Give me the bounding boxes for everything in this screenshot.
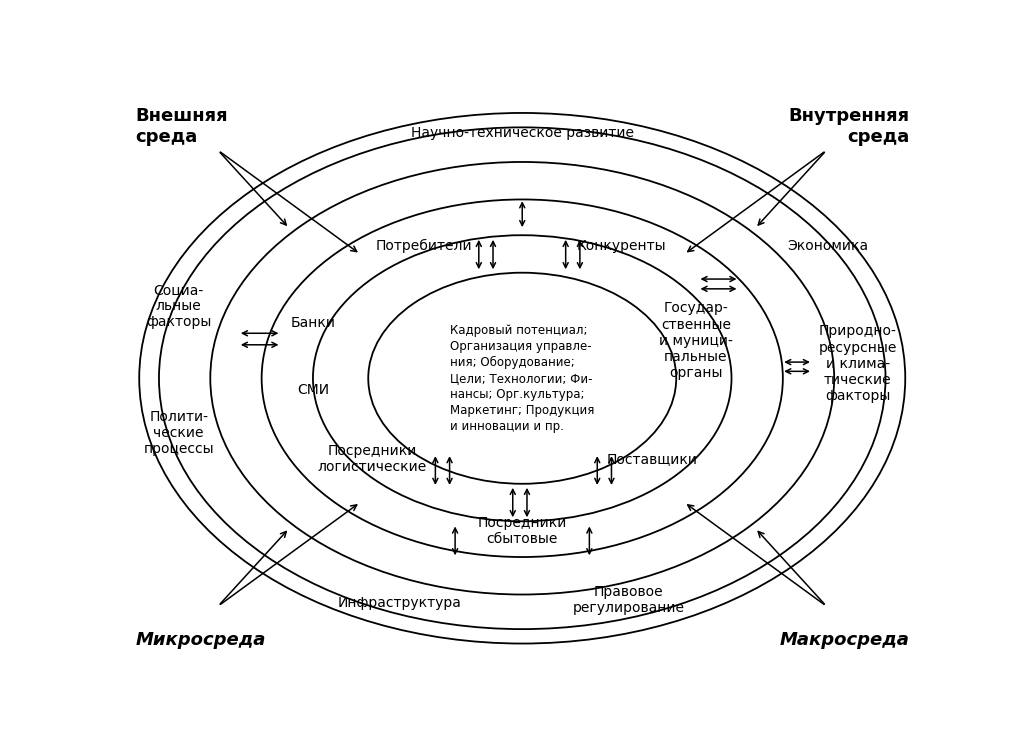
Text: Социа-
льные
факторы: Социа- льные факторы (146, 283, 211, 330)
Text: Конкуренты: Конкуренты (576, 239, 665, 252)
Text: Инфраструктура: Инфраструктура (338, 596, 462, 610)
Text: Государ-
ственные
и муници-
пальные
органы: Государ- ственные и муници- пальные орга… (659, 301, 733, 380)
Text: Внутренняя
среда: Внутренняя среда (788, 107, 909, 146)
Text: Поставщики: Поставщики (607, 452, 698, 466)
Text: Правовое
регулирование: Правовое регулирование (573, 585, 685, 616)
Text: Кадровый потенциал;
Организация управле-
ния; Оборудование;
Цели; Технологии; Фи: Кадровый потенциал; Организация управле-… (450, 324, 594, 433)
Text: Внешняя
среда: Внешняя среда (136, 107, 228, 146)
Text: Посредники
сбытовые: Посредники сбытовые (478, 516, 567, 546)
Text: Банки: Банки (290, 317, 335, 330)
Text: Экономика: Экономика (787, 239, 868, 252)
Text: Потребители: Потребители (375, 238, 472, 252)
Text: Научно-техническое развитие: Научно-техническое развитие (411, 126, 634, 140)
Text: СМИ: СМИ (297, 383, 329, 397)
Text: Макросреда: Макросреда (780, 631, 909, 649)
Text: Природно-
ресурсные
и клима-
тические
факторы: Природно- ресурсные и клима- тические фа… (818, 324, 897, 403)
Text: Полити-
ческие
процессы: Полити- ческие процессы (144, 410, 214, 456)
Text: Посредники
логистические: Посредники логистические (318, 444, 427, 474)
Text: Микросреда: Микросреда (136, 631, 266, 649)
